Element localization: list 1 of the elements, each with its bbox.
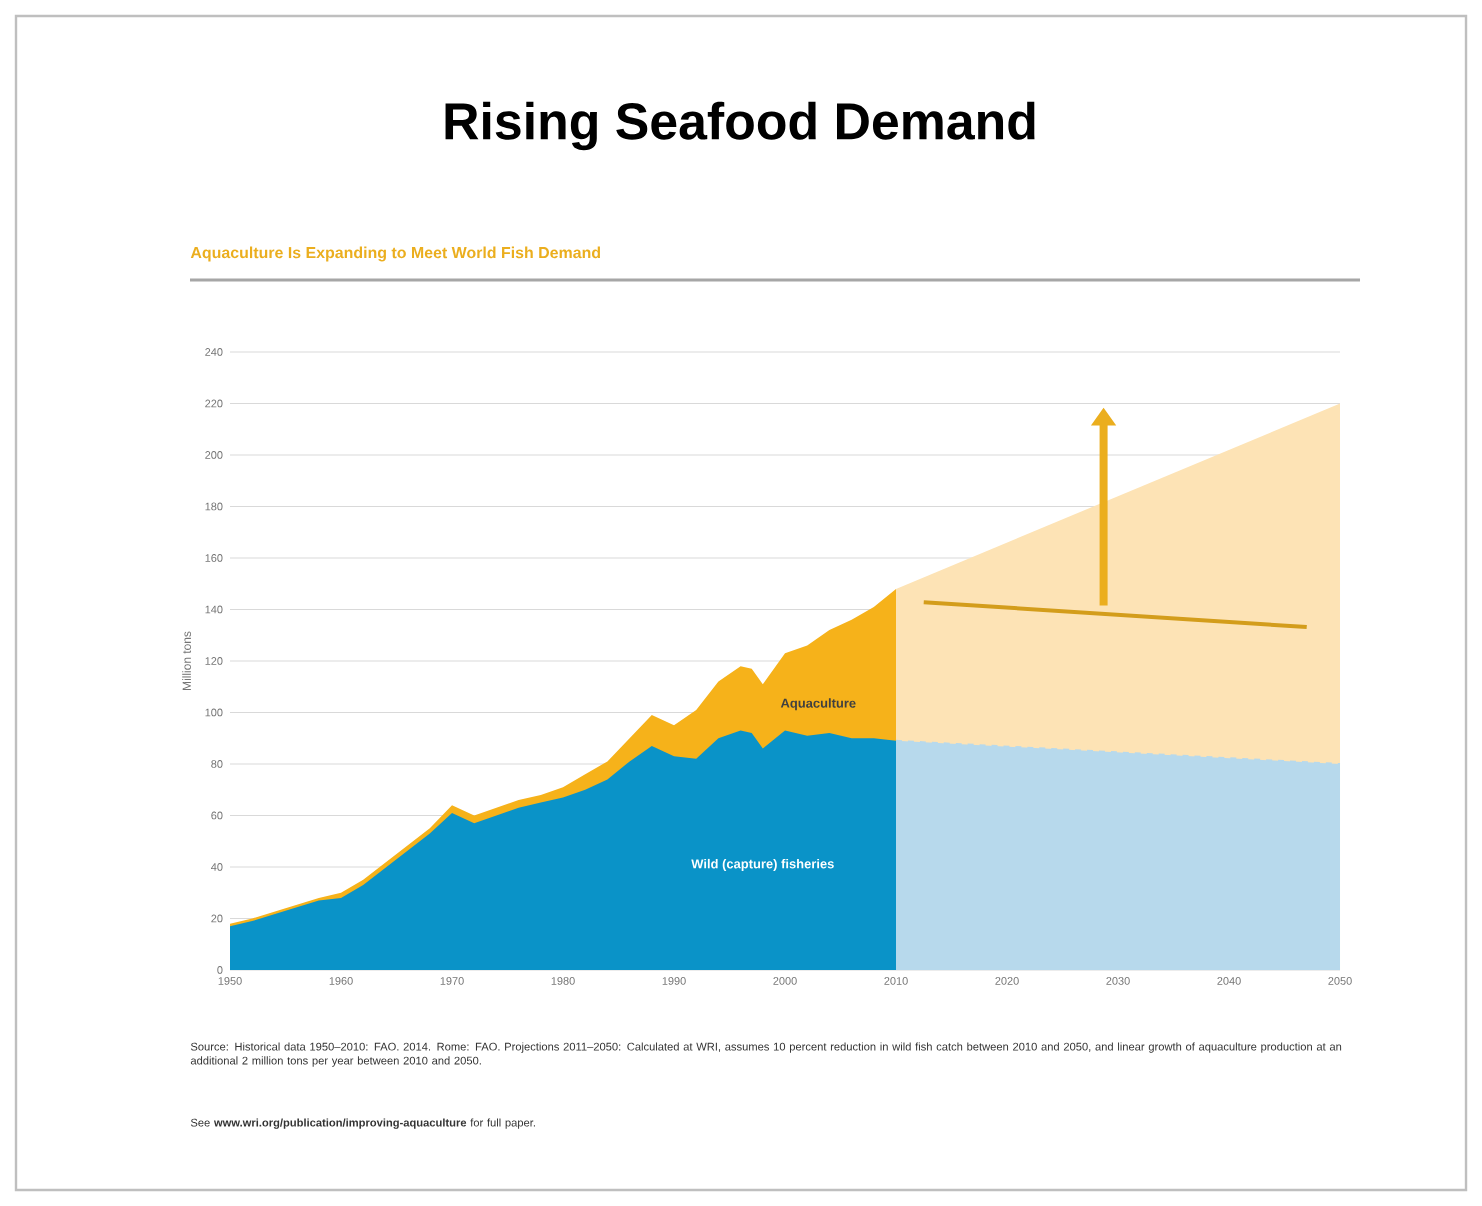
chart-title: Rising Seafood Demand — [445, 101, 1035, 151]
